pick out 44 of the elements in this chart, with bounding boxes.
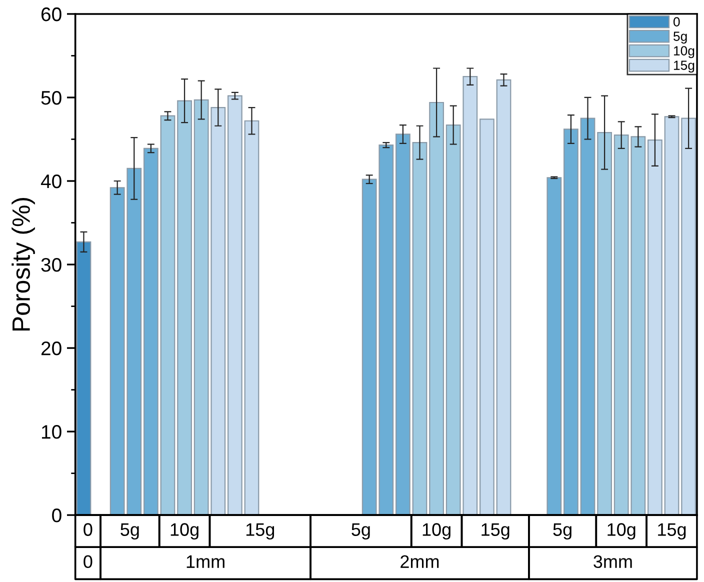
y-tick-label: 20 (41, 342, 62, 356)
legend-label: 15g (674, 60, 694, 73)
bar (597, 132, 612, 516)
text: 5g (120, 523, 139, 540)
bar (412, 142, 428, 516)
text: 2mm (400, 555, 439, 568)
text: 5g (553, 523, 572, 540)
text: 15g (246, 523, 274, 540)
bar (681, 118, 696, 516)
legend-label: 0 (673, 17, 680, 26)
bar (429, 102, 444, 516)
text: 10g (608, 523, 636, 540)
bar (480, 118, 494, 516)
text: 5g (352, 523, 370, 540)
y-axis-title: Porosity (%) (12, 198, 35, 331)
bar (143, 148, 158, 516)
bar (177, 100, 192, 516)
y-tick-label: 60 (41, 7, 62, 22)
bar (664, 116, 680, 516)
bar (227, 95, 242, 516)
y-tick-label: 0 (52, 508, 62, 522)
bar (76, 241, 92, 516)
text: 0 (84, 523, 92, 536)
y-tick-label: 30 (41, 258, 62, 272)
text: 10g (422, 523, 450, 540)
text: 15g (482, 523, 510, 540)
text: 15g (658, 523, 686, 540)
y-tick-label: 50 (41, 90, 62, 105)
legend-label: 10g (674, 46, 694, 58)
bar (580, 118, 596, 516)
bar (648, 140, 662, 516)
bar (160, 115, 176, 516)
bar (244, 120, 260, 516)
text: 3mm (594, 555, 632, 568)
text: 10g (170, 523, 198, 540)
y-tick-label: 10 (42, 425, 62, 439)
text: 1mm (186, 555, 224, 568)
bar (546, 177, 562, 516)
legend-label: 5g (673, 32, 687, 44)
bar (496, 79, 512, 516)
bar (396, 134, 410, 516)
y-tick-label: 40 (40, 174, 62, 188)
bar (564, 128, 578, 516)
text: 0 (84, 555, 92, 568)
